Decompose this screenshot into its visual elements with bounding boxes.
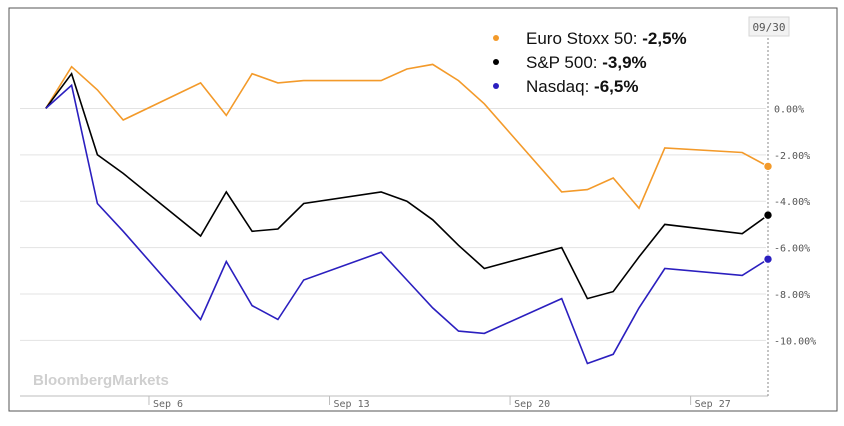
- x-tick-label: Sep 6: [153, 399, 183, 410]
- x-tick-label: Sep 27: [695, 399, 731, 410]
- y-axis-ticks: 0.00% -2.00% -4.00% -6.00% -8.00% -10.00%: [774, 104, 816, 347]
- legend: Euro Stoxx 50: -2,5% S&P 500: -3,9% Nasdaq…: [493, 29, 687, 96]
- series-endpoints: [763, 161, 773, 264]
- series-line-1: [45, 71, 769, 300]
- legend-label: S&P 500: -3,9%: [526, 53, 647, 72]
- watermark-logo: BloombergMarkets: [33, 372, 169, 389]
- legend-swatch: [493, 59, 499, 65]
- series-line-0: [45, 63, 769, 210]
- x-tick-label: Sep 20: [514, 399, 550, 410]
- x-axis-ticks: Sep 6 Sep 13 Sep 20 Sep 27: [148, 396, 731, 410]
- current-date-marker-label: 09/30: [752, 21, 785, 34]
- y-tick-label: -4.00%: [774, 197, 810, 208]
- y-tick-label: -6.00%: [774, 244, 810, 255]
- series-endpoint-marker: [763, 161, 773, 172]
- x-tick-label: Sep 13: [334, 399, 370, 410]
- y-tick-label: -2.00%: [774, 151, 810, 162]
- series-lines: [45, 63, 769, 365]
- series-endpoint-marker: [763, 210, 773, 220]
- y-tick-label: 0.00%: [774, 104, 804, 115]
- legend-label: Euro Stoxx 50: -2,5%: [526, 29, 687, 48]
- legend-swatch: [493, 35, 499, 41]
- chart-frame: [8, 7, 838, 412]
- legend-label: Nasdaq: -6,5%: [526, 77, 638, 96]
- y-tick-label: -8.00%: [774, 290, 810, 301]
- gridlines: [20, 107, 766, 341]
- series-line-2: [45, 83, 769, 365]
- series-endpoint-marker: [763, 254, 773, 264]
- current-date-marker-box: [748, 16, 790, 37]
- legend-swatch: [493, 83, 499, 89]
- y-tick-label: -10.00%: [774, 336, 816, 347]
